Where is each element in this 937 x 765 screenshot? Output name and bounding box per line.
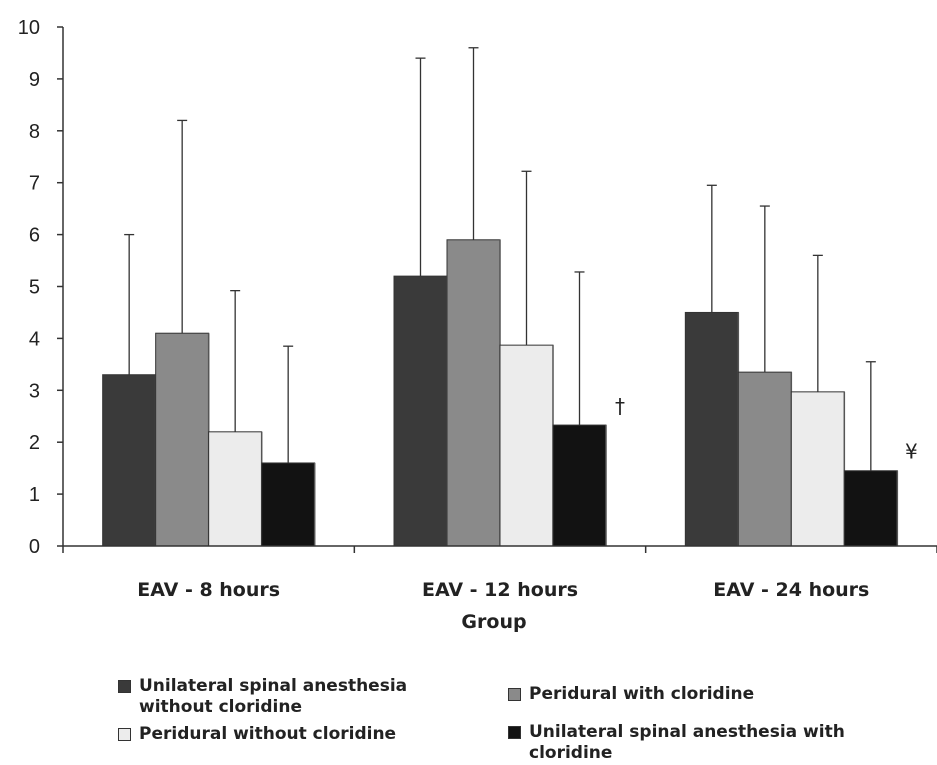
bar xyxy=(208,431,263,547)
x-tick-label: EAV - 8 hours xyxy=(137,579,280,601)
y-tick-label: 6 xyxy=(29,225,40,247)
x-axis-title: Group xyxy=(461,611,526,633)
bar xyxy=(552,424,607,547)
legend-item-3: Peridural without cloridine xyxy=(118,724,448,745)
legend-label-1: Unilateral spinal anesthesia without clo… xyxy=(139,676,408,717)
bar xyxy=(684,311,739,547)
legend-label-2: Peridural with cloridine xyxy=(529,684,755,704)
y-tick-label: 0 xyxy=(29,536,40,558)
y-tick-label: 8 xyxy=(29,121,40,143)
bar xyxy=(499,344,554,547)
legend-swatch-1 xyxy=(118,680,131,693)
legend-label-3: Peridural without cloridine xyxy=(139,724,397,744)
significance-marker: † xyxy=(615,394,625,418)
legend-item-1: Unilateral spinal anesthesia without clo… xyxy=(118,676,438,718)
y-tick-label: 9 xyxy=(29,69,40,91)
y-tick-label: 3 xyxy=(29,380,40,402)
y-tick-label: 2 xyxy=(29,432,40,454)
bar xyxy=(737,371,792,547)
x-tick-label: EAV - 12 hours xyxy=(422,579,578,601)
y-tick-label: 1 xyxy=(29,484,40,506)
x-tick-label: EAV - 24 hours xyxy=(713,579,869,601)
bar xyxy=(155,332,210,547)
error-bars: †¥ xyxy=(124,47,918,471)
legend-label-4: Unilateral spinal anesthesia with clorid… xyxy=(529,722,845,763)
bars xyxy=(102,239,899,547)
bar xyxy=(261,462,316,547)
y-tick-label: 4 xyxy=(29,328,40,350)
y-axis: 0 1 2 3 4 5 6 7 8 9 10 xyxy=(18,17,64,558)
bar xyxy=(102,374,157,547)
bar xyxy=(790,391,845,547)
significance-marker: ¥ xyxy=(905,440,918,464)
legend-swatch-4 xyxy=(508,726,521,739)
bar xyxy=(843,470,898,547)
y-tick-label: 7 xyxy=(29,173,40,195)
bar xyxy=(393,275,448,547)
y-tick-label: 10 xyxy=(18,17,40,39)
x-axis: EAV - 8 hours EAV - 12 hours EAV - 24 hour… xyxy=(62,545,937,601)
legend-item-4: Unilateral spinal anesthesia with clorid… xyxy=(508,722,868,764)
legend-swatch-2 xyxy=(508,688,521,701)
legend-swatch-3 xyxy=(118,728,131,741)
y-tick-label: 5 xyxy=(29,277,40,299)
legend-item-2: Peridural with cloridine xyxy=(508,684,908,705)
bar xyxy=(446,239,501,547)
